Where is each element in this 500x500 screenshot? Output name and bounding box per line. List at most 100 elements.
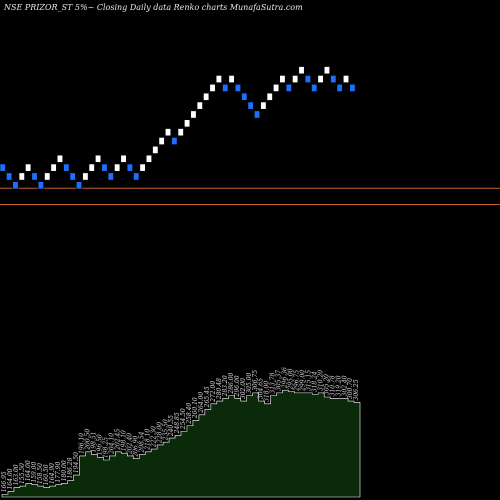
volume-label: 208.54 bbox=[138, 431, 145, 453]
volume-label: 305.20 bbox=[323, 374, 330, 395]
volume-label: 186.28 bbox=[67, 457, 74, 478]
renko-brick-up bbox=[266, 92, 273, 101]
volume-label: 254.50 bbox=[180, 408, 187, 430]
volume-label: 296.36 bbox=[282, 367, 289, 389]
renko-brick-up bbox=[56, 154, 63, 163]
volume-label: 296.75 bbox=[294, 370, 301, 392]
volume-label: 248.85 bbox=[174, 412, 181, 434]
renko-brick-down bbox=[330, 75, 337, 83]
renko-brick-up bbox=[25, 163, 32, 172]
volume-label: 202.40 bbox=[126, 433, 133, 455]
volume-label: 310.20 bbox=[317, 370, 324, 391]
volume-label: 306.25 bbox=[353, 379, 360, 400]
renko-brick-down bbox=[69, 172, 76, 181]
volume-label: 228.00 bbox=[156, 422, 163, 444]
volume-label: 272.00 bbox=[210, 381, 217, 403]
renko-brick-down bbox=[349, 83, 356, 92]
volume-label: 200.50 bbox=[85, 429, 92, 451]
volume-area-path bbox=[1, 389, 361, 498]
renko-brick-up bbox=[88, 163, 95, 172]
volume-label: 180.00 bbox=[61, 460, 68, 481]
volume-label: 296.00 bbox=[234, 375, 241, 397]
renko-brick-up bbox=[139, 163, 146, 172]
renko-brick-down bbox=[31, 172, 38, 181]
volume-label: 164.00 bbox=[7, 468, 14, 489]
renko-brick-up bbox=[177, 128, 184, 137]
renko-brick-up bbox=[215, 75, 222, 83]
renko-brick-up bbox=[158, 137, 165, 145]
renko-brick-down bbox=[304, 75, 311, 83]
renko-brick-down bbox=[171, 137, 178, 145]
volume-label: 222.30 bbox=[150, 426, 157, 448]
renko-brick-down bbox=[285, 83, 292, 92]
renko-brick-down bbox=[37, 181, 44, 190]
renko-brick-up bbox=[120, 154, 127, 163]
volume-label: 260.10 bbox=[192, 397, 199, 419]
volume-label: 159.00 bbox=[31, 461, 38, 482]
chart-title: NSE PRIZOR_ST 5%~ Closing Daily data Ren… bbox=[3, 3, 303, 12]
renko-brick-up bbox=[273, 83, 280, 92]
renko-brick-up bbox=[164, 128, 172, 137]
renko-brick-up bbox=[95, 154, 102, 163]
renko-brick-up bbox=[152, 145, 159, 154]
renko-brick-up bbox=[209, 83, 216, 92]
volume-label: 160.50 bbox=[43, 464, 50, 485]
volume-label: 163.00 bbox=[13, 464, 20, 485]
volume-label: 235.50 bbox=[162, 419, 169, 441]
volume-label: 158.50 bbox=[37, 463, 44, 484]
volume-label: 280.48 bbox=[216, 378, 223, 400]
volume-label: 164.90 bbox=[49, 463, 56, 484]
volume-label: 196.10 bbox=[79, 433, 86, 454]
volume-label: 264.00 bbox=[198, 392, 205, 414]
volume-label: 198.51 bbox=[91, 432, 98, 453]
volume-label: 196.50 bbox=[97, 434, 104, 455]
renko-brick-up bbox=[298, 66, 305, 75]
volume-labels: 166.95164.00163.00155.50164.00159.00158.… bbox=[1, 367, 360, 492]
renko-brick-down bbox=[247, 101, 254, 110]
renko-brick-down bbox=[222, 83, 229, 92]
renko-brick-up bbox=[279, 75, 286, 83]
renko-brick-up bbox=[317, 75, 324, 83]
volume-label: 318.00 bbox=[264, 381, 271, 402]
renko-brick-up bbox=[228, 75, 235, 83]
volume-label: 305.37 bbox=[276, 370, 283, 391]
renko-brick-down bbox=[107, 172, 114, 181]
renko-brick-down bbox=[253, 110, 261, 119]
renko-brick-up bbox=[203, 92, 210, 101]
volume-label: 198.25 bbox=[103, 437, 110, 458]
volume-label: 164.00 bbox=[25, 460, 32, 481]
renko-bricks bbox=[0, 66, 356, 190]
renko-brick-up bbox=[145, 154, 152, 163]
renko-brick-down bbox=[336, 83, 343, 92]
renko-brick-down bbox=[6, 172, 13, 181]
volume-label: 286.00 bbox=[228, 372, 235, 394]
renko-brick-down bbox=[0, 163, 6, 172]
volume-label: 166.95 bbox=[1, 471, 8, 492]
volume-label: 302.40 bbox=[341, 375, 348, 396]
volume-label: 258.40 bbox=[186, 403, 193, 425]
renko-brick-up bbox=[184, 119, 191, 128]
renko-brick-up bbox=[114, 163, 121, 172]
volume-label: 240.55 bbox=[168, 415, 175, 437]
volume-label: 194.50 bbox=[73, 452, 80, 473]
volume-label: 313.78 bbox=[270, 372, 277, 393]
renko-brick-down bbox=[234, 83, 241, 92]
renko-brick-up bbox=[196, 101, 203, 110]
renko-brick-up bbox=[292, 75, 299, 83]
volume-label: 155.50 bbox=[19, 463, 26, 484]
volume-area bbox=[1, 389, 361, 498]
volume-label: 310.78 bbox=[329, 375, 336, 396]
volume-label: 218.10 bbox=[144, 429, 151, 451]
volume-label: 177.90 bbox=[55, 461, 62, 482]
volume-label: 198.10 bbox=[121, 430, 128, 451]
renko-brick-down bbox=[101, 163, 108, 172]
renko-brick-down bbox=[75, 181, 83, 190]
renko-brick-down bbox=[126, 163, 133, 172]
renko-brick-down bbox=[133, 172, 140, 181]
volume-label: 302.00 bbox=[240, 378, 247, 399]
volume-label: 204.10 bbox=[109, 433, 116, 455]
renko-brick-up bbox=[323, 66, 330, 75]
volume-label: 306.75 bbox=[252, 370, 259, 391]
renko-brick-down bbox=[241, 92, 248, 101]
